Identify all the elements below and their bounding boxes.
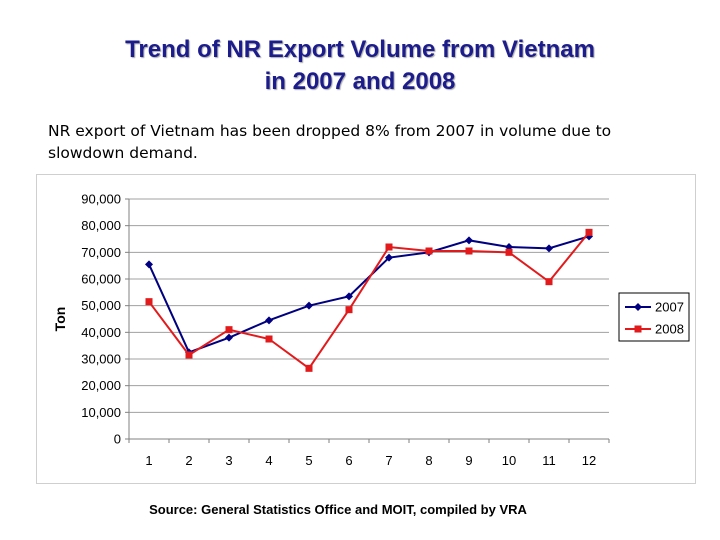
y-tick-label: 50,000 (81, 298, 121, 313)
data-point-2007 (145, 260, 153, 269)
x-tick-label: 9 (465, 453, 472, 468)
data-point-2008 (305, 364, 313, 372)
data-point-2008 (185, 351, 193, 359)
data-point-2008 (545, 278, 553, 286)
y-tick-label: 90,000 (81, 192, 121, 207)
x-tick-label: 2 (185, 453, 192, 468)
data-point-2008 (425, 247, 433, 255)
x-tick-label: 7 (385, 453, 392, 468)
data-point-2008 (465, 247, 473, 255)
subtitle-line-1: NR export of Vietnam has been dropped 8%… (48, 122, 612, 140)
data-point-2007 (385, 253, 393, 262)
source-note: Source: General Statistics Office and MO… (149, 502, 527, 517)
chart-frame: 0 10,000 20,000 30,000 40,000 50,000 60,000 70,… (36, 174, 696, 484)
series-line-2008 (148, 231, 590, 370)
data-point-2007 (545, 244, 553, 253)
legend-swatch-marker (634, 325, 642, 333)
series-line-2007 (148, 235, 590, 354)
y-tick-label: 70,000 (81, 245, 121, 260)
line-chart: 0 10,000 20,000 30,000 40,000 50,000 60,000 70,… (52, 192, 690, 468)
data-point-2008 (385, 243, 393, 251)
legend-label: 2007 (655, 300, 684, 315)
y-tick-label: 20,000 (81, 378, 121, 393)
y-tick-label: 30,000 (81, 352, 121, 367)
x-tick-label: 1 (145, 453, 152, 468)
legend-label: 2008 (655, 322, 684, 337)
x-tick-label: 10 (502, 453, 516, 468)
y-axis-label: Ton (52, 307, 68, 332)
y-tick-label: 10,000 (81, 405, 121, 420)
data-point-2008 (345, 306, 353, 314)
y-tick-label: 80,000 (81, 218, 121, 233)
data-point-2008 (225, 326, 233, 334)
x-tick-label: 6 (345, 453, 352, 468)
data-point-2008 (505, 248, 513, 256)
x-tick-label: 5 (305, 453, 312, 468)
slide-title: Trend of NR Export Volume from Vietnam i… (0, 34, 720, 98)
data-point-2008 (145, 298, 153, 306)
data-point-2007 (265, 316, 273, 325)
x-tick-label: 11 (542, 453, 556, 468)
data-point-2008 (265, 335, 273, 343)
data-point-2007 (225, 333, 233, 342)
data-point-2007 (465, 236, 473, 245)
x-tick-label: 3 (225, 453, 232, 468)
subtitle-line-2: slowdown demand. (48, 144, 198, 162)
data-point-2007 (345, 292, 353, 301)
chart-legend (618, 292, 690, 342)
x-tick-label: 8 (425, 453, 432, 468)
x-tick-label: 4 (265, 453, 272, 468)
slide-title-line-1: Trend of NR Export Volume from Vietnam (125, 36, 595, 63)
data-point-2008 (585, 228, 593, 236)
y-tick-label: 40,000 (81, 325, 121, 340)
x-tick-label: 12 (582, 453, 596, 468)
y-tick-label: 0 (114, 432, 121, 447)
slide-title-line-2: in 2007 and 2008 (264, 68, 456, 95)
legend-swatch-marker (634, 303, 642, 311)
slide-subtitle: NR export of Vietnam has been dropped 8%… (48, 120, 688, 164)
y-tick-label: 60,000 (81, 272, 121, 287)
data-point-2007 (305, 301, 313, 310)
